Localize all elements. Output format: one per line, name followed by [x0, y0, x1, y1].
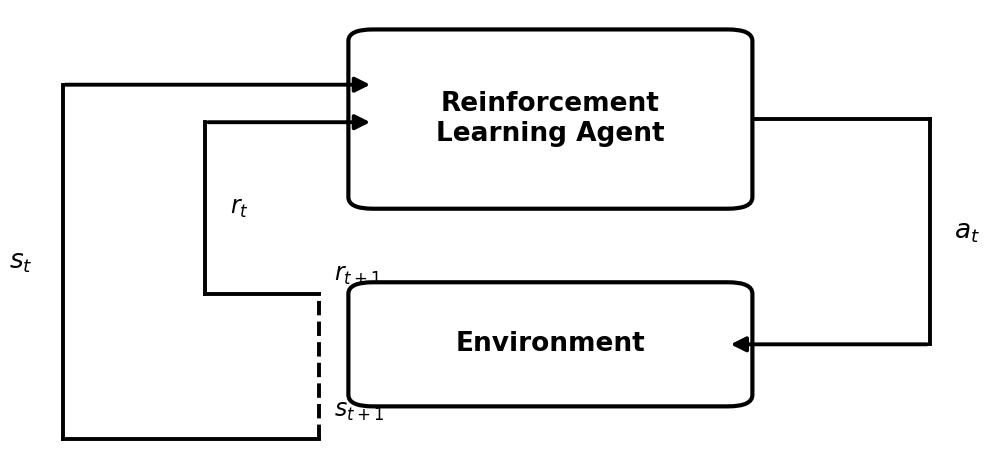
FancyBboxPatch shape [348, 29, 752, 209]
Text: Reinforcement
Learning Agent: Reinforcement Learning Agent [436, 91, 665, 147]
Text: $r_t$: $r_t$ [231, 196, 249, 220]
FancyBboxPatch shape [348, 282, 752, 406]
Text: Environment: Environment [455, 331, 646, 358]
Text: $s_{t+1}$: $s_{t+1}$ [333, 399, 383, 423]
Text: $r_{t+1}$: $r_{t+1}$ [333, 263, 381, 287]
Text: $a_t$: $a_t$ [954, 219, 980, 245]
Text: $s_t$: $s_t$ [9, 249, 33, 275]
